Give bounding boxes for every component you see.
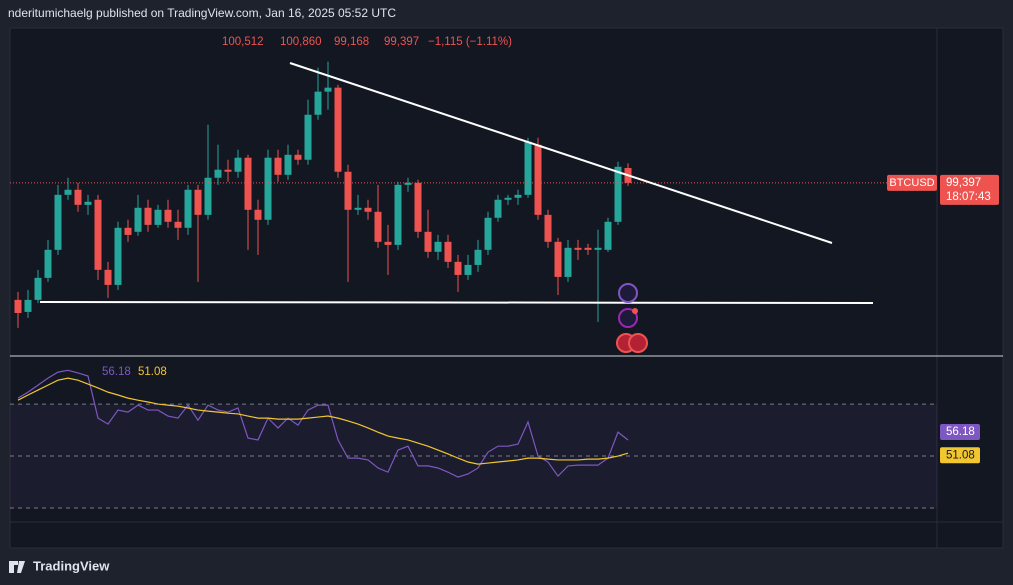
candle-body <box>294 154 302 160</box>
candle-body <box>494 199 502 218</box>
candle-body <box>104 269 112 285</box>
support-line <box>39 301 874 304</box>
candle-body <box>204 177 212 215</box>
value-tag-label: 56.18 <box>946 426 975 438</box>
candle-body <box>144 207 152 225</box>
rsi-line <box>17 369 629 478</box>
symbol-tag <box>887 174 937 191</box>
candle-body <box>344 171 352 210</box>
price-tag <box>940 174 999 205</box>
countdown: 18:07:43 <box>946 191 991 203</box>
candle-body <box>324 87 332 92</box>
candle-body <box>154 209 162 225</box>
legend-value: 56.18 <box>102 366 131 378</box>
candle-body <box>254 209 262 220</box>
candle-body <box>84 201 92 205</box>
candle-body <box>444 241 452 262</box>
ohlc-value: 100,512 <box>222 36 264 48</box>
candle-body <box>454 261 462 275</box>
candle-body <box>394 184 402 245</box>
ohlc-value: 100,860 <box>280 36 322 48</box>
candle-body <box>24 299 32 312</box>
header: nderitumichaelg published on TradingView… <box>8 6 396 20</box>
rsi-line <box>17 377 629 465</box>
candle-body <box>234 157 242 172</box>
candle-body <box>574 247 582 250</box>
trendline <box>289 62 833 244</box>
candle-body <box>54 194 62 250</box>
candle-body <box>214 169 222 178</box>
candle-body <box>464 264 472 275</box>
candle-body <box>534 144 542 215</box>
candle-body <box>94 199 102 270</box>
candle-body <box>164 209 172 222</box>
candle-body <box>124 227 132 235</box>
rsi-pane: 56.18 56.18 51.08 51.08 <box>10 366 980 509</box>
candle-body <box>514 194 522 198</box>
candle-body <box>364 207 372 212</box>
candle-body <box>34 277 42 300</box>
candle-body <box>64 189 72 195</box>
symbol-label: BTCUSD <box>889 177 934 189</box>
candle-body <box>594 247 602 250</box>
candle-body <box>174 221 182 228</box>
candle-body <box>264 157 272 220</box>
event-icon[interactable] <box>618 308 638 328</box>
price-label: 99,397 <box>946 177 981 189</box>
brand: TradingView <box>33 558 110 573</box>
ohlc-legend: 100,512 100,860 99,168 99,397 −1,115 (−1.11%… <box>222 36 512 48</box>
candle-body <box>14 299 22 313</box>
candle-body <box>44 249 52 278</box>
value-tag <box>940 447 980 464</box>
candle-body <box>74 189 82 205</box>
candle-body <box>274 157 282 175</box>
candle-body <box>224 169 232 172</box>
candle-body <box>564 247 572 277</box>
event-icon[interactable] <box>628 333 648 353</box>
candle-body <box>544 214 552 242</box>
legend-value: 51.08 <box>138 366 167 378</box>
candle-body <box>334 87 342 172</box>
ohlc-value: 99,168 <box>334 36 369 48</box>
value-tag <box>940 423 980 440</box>
candle-body <box>554 241 562 277</box>
candle-body <box>524 141 532 195</box>
value-tag-label: 51.08 <box>946 449 975 461</box>
event-icon[interactable] <box>618 283 638 303</box>
candle-body <box>284 154 292 175</box>
candle-body <box>244 157 252 210</box>
candle-body <box>504 197 512 200</box>
event-dot <box>632 308 638 314</box>
candle-body <box>484 217 492 250</box>
candle-body <box>424 231 432 252</box>
candle-body <box>114 227 122 285</box>
candle-body <box>194 189 202 215</box>
candle-body <box>584 247 592 250</box>
candle-body <box>604 221 612 250</box>
candle-body <box>414 182 422 232</box>
candle-body <box>354 207 362 210</box>
candle-body <box>134 207 142 232</box>
candle-body <box>374 211 382 242</box>
candle-body <box>474 249 482 265</box>
candles: BTCUSD 99,397 18:07:43 <box>10 61 999 328</box>
candle-body <box>184 189 192 228</box>
candle-body <box>304 114 312 160</box>
candle-body <box>404 182 412 185</box>
candle-body <box>314 91 322 115</box>
candle-body <box>384 241 392 245</box>
brand-logo <box>9 561 25 573</box>
candle-body <box>614 166 622 222</box>
ohlc-value: 99,397 <box>384 36 419 48</box>
change-value: −1,115 (−1.11%) <box>428 36 512 48</box>
candle-body <box>434 241 442 252</box>
